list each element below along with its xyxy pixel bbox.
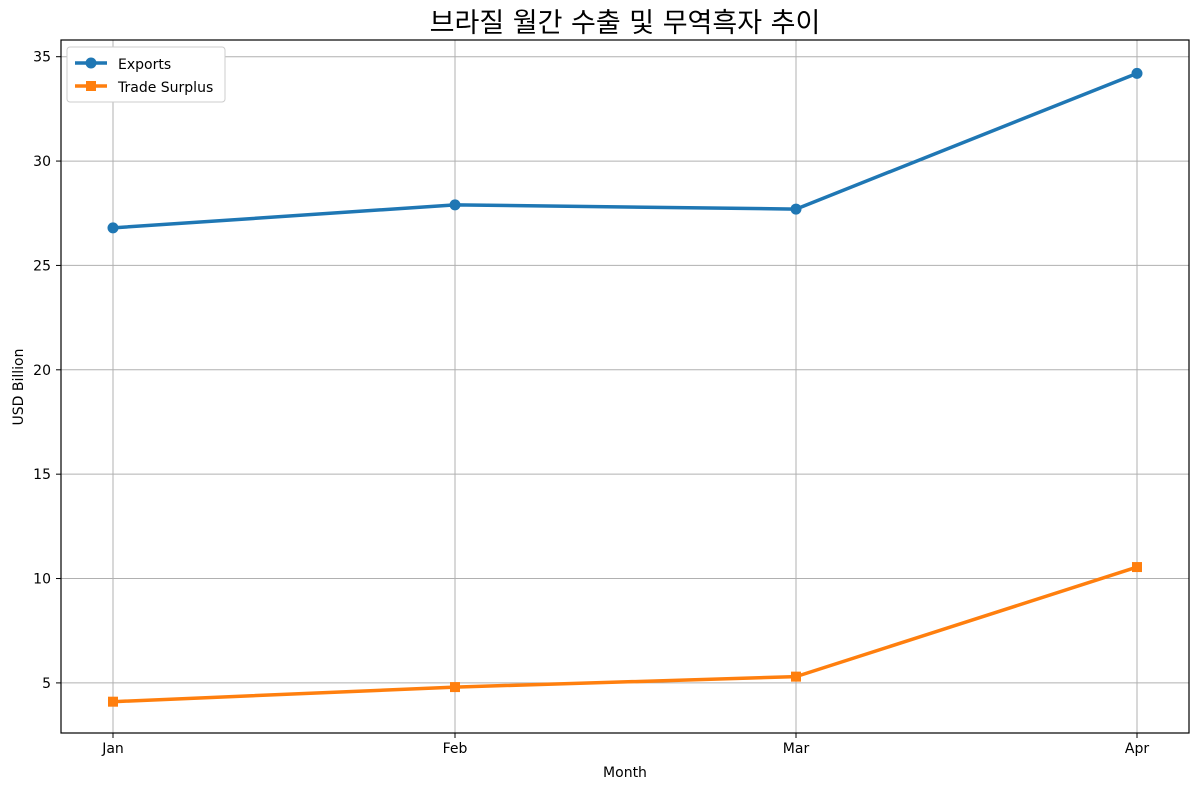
y-tick-label: 5 [42,676,51,692]
x-tick-label: Apr [1125,741,1149,757]
plot-area-frame [60,39,1190,734]
y-tick-label: 20 [33,363,51,379]
data-point-exports [107,222,119,234]
data-point-trade-surplus [450,682,460,693]
x-tick-label: Jan [101,741,124,757]
chart-title: 브라질 월간 수출 및 무역흑자 추이 [430,8,821,39]
x-tick-label: Mar [783,741,810,757]
data-point-exports [449,199,461,211]
x-axis-ticks: Jan Feb Mar Apr [101,733,1149,757]
legend-exports-label: Exports [118,57,171,73]
legend-trade-surplus-marker [86,81,96,91]
y-tick-label: 10 [33,572,51,588]
x-tick-label: Feb [443,741,468,757]
y-tick-label: 15 [33,467,51,483]
series-layer [107,67,1143,707]
y-axis-ticks: 5 10 15 20 25 30 35 [33,50,61,692]
data-point-trade-surplus [1132,562,1142,573]
data-point-trade-surplus [791,671,801,682]
grid-layer [61,40,1189,733]
series-line-trade-surplus [111,565,1139,704]
data-point-trade-surplus [108,696,118,707]
y-tick-label: 25 [33,258,51,274]
data-point-exports [790,203,802,215]
y-tick-label: 30 [33,154,51,170]
legend: Exports Trade Surplus [66,46,226,103]
legend-trade-surplus-label: Trade Surplus [117,80,213,96]
data-point-exports [1131,67,1143,79]
series-line-exports [111,71,1139,230]
y-tick-label: 35 [33,50,51,66]
legend-box [66,46,226,103]
x-axis-label: Month [603,765,647,781]
legend-exports-marker [85,57,97,69]
y-axis-label: USD Billion [11,349,27,426]
